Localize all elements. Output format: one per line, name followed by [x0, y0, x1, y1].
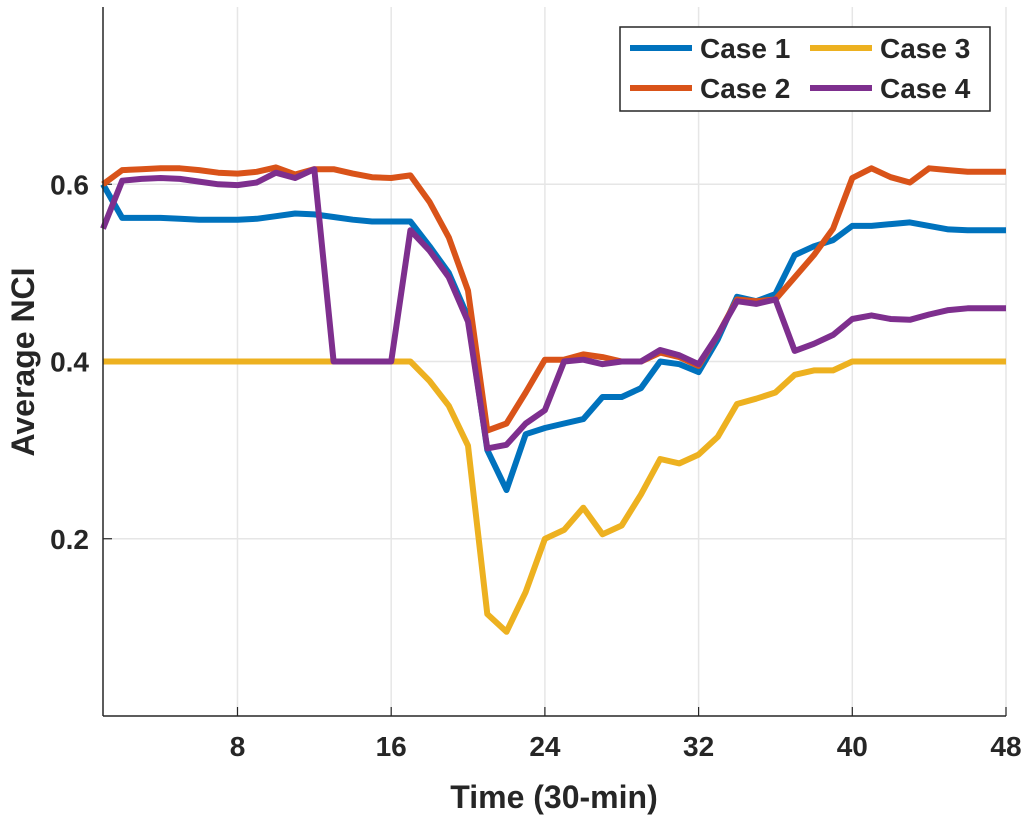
- x-tick-label: 24: [529, 731, 561, 762]
- x-tick-label: 48: [990, 731, 1021, 762]
- y-tick-label: 0.4: [50, 347, 89, 378]
- x-tick-label: 40: [837, 731, 868, 762]
- legend-label: Case 2: [700, 73, 790, 104]
- y-tick-label: 0.6: [50, 169, 89, 200]
- y-axis-label: Average NCI: [5, 267, 41, 456]
- legend-label: Case 4: [880, 73, 971, 104]
- axes: [102, 7, 1006, 717]
- series-line-case-2: [101, 164, 1006, 434]
- x-tick-label: 16: [376, 731, 407, 762]
- legend-box: [619, 26, 991, 112]
- legend-label: Case 1: [700, 33, 790, 64]
- legend-label: Case 3: [880, 33, 970, 64]
- series-line-case-3: [103, 358, 1006, 635]
- series-line-case-4: [100, 166, 1006, 452]
- legend: Case 1 Case 2 Case 3 Case 4: [619, 26, 991, 112]
- tick-labels: 8 16 24 32 40 48 0.2 0.4 0.6: [50, 169, 1022, 762]
- series-lines: [100, 164, 1006, 635]
- x-tick-label: 8: [230, 731, 246, 762]
- x-axis-label: Time (30-min): [450, 779, 657, 815]
- x-tick-label: 32: [683, 731, 714, 762]
- y-tick-label: 0.2: [50, 524, 89, 555]
- series-line-case-1: [100, 182, 1006, 493]
